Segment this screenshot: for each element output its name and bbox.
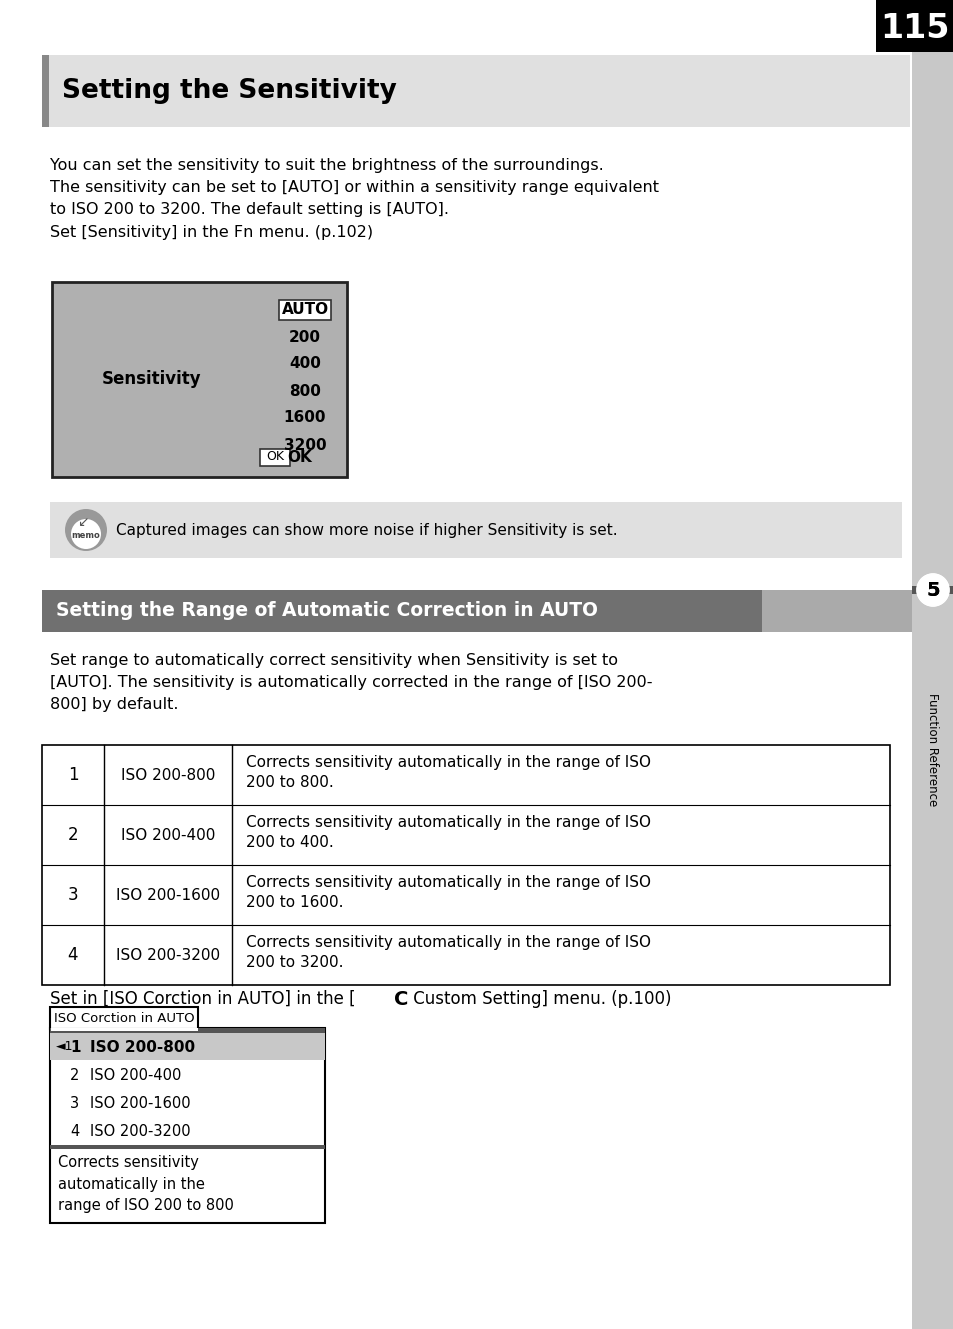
Bar [911, 586, 953, 594]
Text: Custom Setting] menu. (p.100): Custom Setting] menu. (p.100) [408, 990, 671, 1007]
Text: OK: OK [266, 451, 284, 464]
Text: Setting the Sensitivity: Setting the Sensitivity [62, 78, 396, 104]
Text: Corrects sensitivity automatically in the range of ISO
200 to 400.: Corrects sensitivity automatically in th… [246, 815, 650, 851]
Text: 4: 4 [68, 946, 78, 964]
Text: ISO 200-1600: ISO 200-1600 [116, 888, 220, 902]
Text: 1: 1 [68, 766, 78, 784]
Text: ISO 200-800: ISO 200-800 [90, 1039, 195, 1054]
Text: Corrects sensitivity automatically in the range of ISO
200 to 3200.: Corrects sensitivity automatically in th… [246, 936, 650, 970]
Bar [911, 0, 953, 1329]
Bar [52, 282, 347, 477]
Bar [50, 502, 901, 558]
Text: 800: 800 [289, 384, 320, 399]
Text: Corrects sensitivity automatically in the range of ISO
200 to 800.: Corrects sensitivity automatically in th… [246, 755, 650, 791]
Text: ISO 200-800: ISO 200-800 [121, 768, 215, 783]
Bar [50, 1007, 198, 1029]
Text: ISO 200-3200: ISO 200-3200 [116, 948, 220, 962]
Bar [761, 590, 911, 633]
Text: 3200: 3200 [283, 437, 326, 452]
Text: 2: 2 [68, 827, 78, 844]
Bar [50, 1146, 325, 1150]
Bar [42, 54, 49, 128]
Text: 3: 3 [68, 886, 78, 904]
Bar [50, 1029, 325, 1223]
Text: Set range to automatically correct sensitivity when Sensitivity is set to
[AUTO]: Set range to automatically correct sensi… [50, 653, 652, 712]
Text: Sensitivity: Sensitivity [102, 371, 202, 388]
Text: Captured images can show more noise if higher Sensitivity is set.: Captured images can show more noise if h… [116, 522, 617, 537]
Circle shape [916, 574, 948, 606]
Bar [911, 0, 953, 52]
Text: 5: 5 [925, 581, 939, 599]
Text: ↙: ↙ [77, 516, 89, 529]
Circle shape [65, 509, 107, 552]
Circle shape [71, 520, 101, 549]
Text: Corrects sensitivity automatically in the range of ISO
200 to 1600.: Corrects sensitivity automatically in th… [246, 874, 650, 910]
Text: 115: 115 [880, 12, 949, 44]
Bar [42, 54, 909, 128]
Bar [50, 1033, 325, 1061]
Text: ISO Corction in AUTO: ISO Corction in AUTO [53, 1011, 194, 1025]
Text: Function Reference: Function Reference [925, 694, 939, 807]
Text: AUTO: AUTO [281, 303, 328, 318]
Text: 1: 1 [70, 1039, 80, 1054]
Bar [42, 746, 889, 985]
Text: 400: 400 [289, 356, 320, 372]
Text: ISO 200-400: ISO 200-400 [90, 1067, 181, 1083]
Bar [278, 300, 331, 320]
Bar [51, 1029, 198, 1031]
Text: 200: 200 [289, 330, 320, 344]
Text: 1600: 1600 [283, 411, 326, 425]
Text: OK: OK [287, 449, 312, 465]
Bar [260, 449, 290, 466]
Text: 4: 4 [70, 1123, 79, 1139]
Text: ◄1: ◄1 [56, 1041, 73, 1054]
Text: 2: 2 [70, 1067, 79, 1083]
Text: C: C [394, 990, 408, 1009]
Text: Corrects sensitivity
automatically in the
range of ISO 200 to 800: Corrects sensitivity automatically in th… [58, 1155, 233, 1213]
Circle shape [916, 574, 948, 606]
Text: ISO 200-3200: ISO 200-3200 [90, 1123, 191, 1139]
Bar [875, 0, 953, 52]
Text: memo: memo [71, 530, 100, 540]
Bar [42, 590, 761, 633]
Text: ISO 200-400: ISO 200-400 [121, 828, 215, 843]
Text: Set in [ISO Corction in AUTO] in the [: Set in [ISO Corction in AUTO] in the [ [50, 990, 355, 1007]
Text: You can set the sensitivity to suit the brightness of the surroundings.
The sens: You can set the sensitivity to suit the … [50, 158, 659, 239]
Text: 3: 3 [70, 1095, 79, 1111]
Text: 5: 5 [925, 581, 939, 599]
Bar [50, 1029, 325, 1033]
Text: ISO 200-1600: ISO 200-1600 [90, 1095, 191, 1111]
Text: Setting the Range of Automatic Correction in AUTO: Setting the Range of Automatic Correctio… [56, 602, 598, 621]
